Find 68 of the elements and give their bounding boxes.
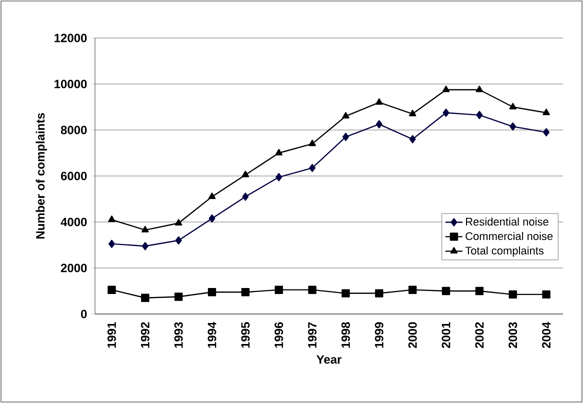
point — [409, 135, 416, 144]
point — [342, 132, 349, 141]
point — [242, 170, 250, 178]
x-tick-label: 1996 — [274, 322, 284, 348]
x-tick-label: 2003 — [508, 322, 518, 348]
point — [342, 112, 350, 119]
point — [376, 98, 383, 105]
point — [108, 286, 116, 294]
x-tick-label: 1992 — [140, 322, 150, 348]
point — [542, 108, 550, 116]
y-tick-label: 2000 — [60, 264, 87, 272]
y-tick-label: 8000 — [60, 126, 87, 134]
x-axis-title: Year — [316, 355, 342, 364]
y-axis-title: Number of complaints — [36, 113, 47, 239]
legend-label: Residential noise — [466, 218, 548, 226]
y-tick-label: 10000 — [54, 80, 87, 88]
y-tick-label: 6000 — [60, 172, 87, 180]
point — [508, 290, 517, 299]
point — [142, 226, 149, 232]
x-tick-label: 1997 — [308, 322, 317, 348]
point — [376, 120, 382, 128]
x-tick-label: 2001 — [442, 322, 450, 348]
y-tick-label: 4000 — [60, 218, 87, 226]
point — [208, 192, 216, 200]
point — [476, 86, 484, 92]
point — [308, 140, 316, 146]
y-tick-label: 12000 — [54, 34, 87, 42]
point — [175, 236, 182, 244]
point — [208, 288, 216, 296]
point — [174, 292, 183, 301]
point — [108, 240, 115, 248]
x-tick-label: 2004 — [542, 322, 551, 348]
point — [375, 289, 384, 298]
point — [476, 110, 483, 120]
x-tick-label: 1999 — [374, 322, 384, 348]
legend-label: Total complaints — [465, 246, 544, 257]
point — [442, 108, 450, 117]
x-tick-label: 1994 — [208, 322, 216, 348]
point — [142, 242, 148, 250]
point — [543, 128, 550, 136]
point — [510, 122, 516, 131]
x-tick-label: 1995 — [241, 322, 250, 348]
point — [408, 110, 416, 116]
point — [442, 286, 450, 296]
point — [308, 286, 316, 294]
point — [174, 219, 182, 226]
x-tick-label: 2002 — [475, 322, 484, 348]
point — [108, 216, 116, 222]
point — [276, 173, 282, 182]
point — [274, 286, 283, 294]
x-tick-label: 2000 — [408, 322, 417, 348]
x-tick-label: 1993 — [174, 322, 183, 348]
point — [141, 294, 150, 302]
point — [309, 164, 316, 172]
point — [342, 289, 350, 298]
point — [241, 288, 250, 296]
point — [408, 286, 417, 294]
x-tick-label: 1998 — [341, 322, 350, 348]
point — [208, 214, 216, 223]
point — [475, 286, 484, 296]
point — [509, 102, 516, 110]
legend-label: Commercial noise — [466, 232, 553, 240]
point — [242, 192, 249, 201]
point — [442, 86, 450, 92]
x-tick-label: 1991 — [107, 322, 116, 348]
point — [275, 148, 282, 156]
y-tick-label: 0 — [81, 310, 87, 318]
point — [542, 290, 550, 299]
